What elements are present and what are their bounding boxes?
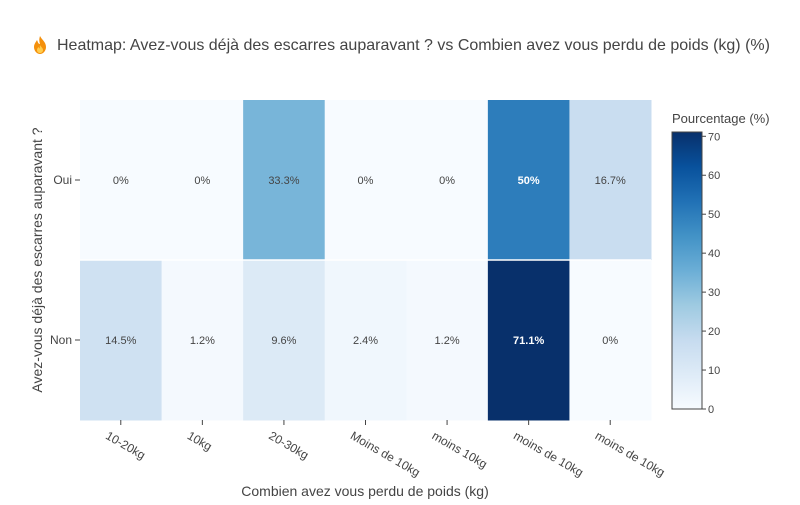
y-tick-label: Oui — [53, 173, 72, 187]
y-axis-title: Avez-vous déjà des escarres auparavant ? — [29, 127, 45, 392]
chart-title: Heatmap: Avez-vous déjà des escarres aup… — [34, 36, 770, 54]
cell-value-label: 16.7% — [595, 175, 626, 187]
x-axis-title: Combien avez vous perdu de poids (kg) — [241, 483, 488, 499]
x-tick-label: 10kg — [185, 428, 215, 453]
heatmap-cell — [406, 260, 489, 421]
cell-value-label: 33.3% — [268, 175, 299, 187]
colorbar-title: Pourcentage (%) — [672, 111, 770, 126]
heatmap-cell — [487, 100, 570, 261]
cell-value-label: 0% — [439, 175, 455, 187]
heatmap-cell — [161, 260, 244, 421]
x-tick-label: moins de 10kg — [511, 428, 586, 479]
colorbar-tick-label: 10 — [708, 365, 720, 377]
cell-value-label: 71.1% — [513, 335, 544, 347]
heatmap-cell — [243, 100, 326, 261]
colorbar-tick-label: 70 — [708, 131, 720, 143]
colorbar-tick-label: 60 — [708, 170, 720, 182]
x-tick-label: Moins de 10kg — [348, 428, 423, 479]
colorbar-tick-label: 30 — [708, 287, 720, 299]
heatmap-cell — [243, 260, 326, 421]
fire-icon — [34, 36, 46, 54]
colorbar: Pourcentage (%) 0 10 20 30 40 50 60 70 — [671, 111, 770, 416]
heatmap-cells — [80, 100, 652, 421]
cell-value-label: 2.4% — [353, 335, 378, 347]
chart-title-text: Heatmap: Avez-vous déjà des escarres aup… — [57, 37, 770, 54]
heatmap-cell — [324, 260, 407, 421]
heatmap-cell — [487, 260, 570, 421]
cell-value-label: 0% — [194, 175, 210, 187]
heatmap-cell — [569, 100, 652, 261]
heatmap-cell — [324, 100, 407, 261]
x-tick-label: moins 10kg — [430, 428, 490, 471]
cell-value-label: 1.2% — [190, 335, 215, 347]
x-tick-label: moins de 10kg — [593, 428, 668, 479]
heatmap-cell — [80, 260, 163, 421]
cell-value-label: 0% — [113, 175, 129, 187]
x-tick-label: 10-20kg — [103, 428, 148, 462]
cell-value-label: 0% — [358, 175, 374, 187]
cell-value-label: 9.6% — [271, 335, 296, 347]
colorbar-tick-label: 0 — [708, 404, 714, 416]
heatmap-cell — [80, 100, 163, 261]
x-axis-ticks: 10-20kg 10kg 20-30kg Moins de 10kg moins 10k… — [103, 420, 667, 480]
x-tick-label: 20-30kg — [266, 428, 311, 462]
heatmap-cell — [569, 260, 652, 421]
cell-value-label: 1.2% — [435, 335, 460, 347]
heatmap-cell — [406, 100, 489, 261]
cell-value-label: 0% — [602, 335, 618, 347]
colorbar-gradient — [671, 131, 703, 410]
colorbar-tick-label: 20 — [708, 326, 720, 338]
colorbar-tick-label: 40 — [708, 248, 720, 260]
heatmap-cell-labels: 0% 0% 33.3% 0% 0% 50% 16.7% 14.5% 1.2% 9.6% 2.4% 1.… — [105, 175, 626, 347]
y-tick-label: Non — [50, 333, 72, 347]
cell-value-label: 50% — [518, 175, 540, 187]
y-axis-ticks: Oui Non — [50, 173, 80, 347]
heatmap-cell — [161, 100, 244, 261]
colorbar-ticks: 0 10 20 30 40 50 60 70 — [702, 131, 720, 416]
cell-value-label: 14.5% — [105, 335, 136, 347]
colorbar-tick-label: 50 — [708, 209, 720, 221]
